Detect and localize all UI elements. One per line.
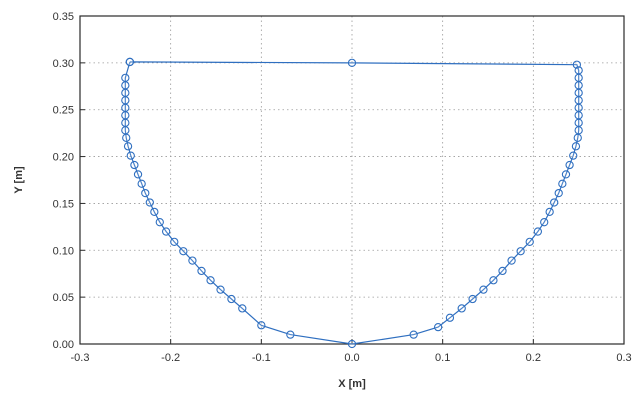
- data-point: [573, 133, 582, 142]
- x-tick-label: 0.1: [435, 352, 450, 364]
- data-point: [133, 170, 143, 179]
- data-point: [188, 256, 197, 265]
- grid: [80, 16, 624, 344]
- data-point: [170, 237, 179, 247]
- data-point: [445, 313, 455, 322]
- trajectory-line: [124, 61, 580, 345]
- data-point: [468, 294, 477, 304]
- y-tick-label: 0.30: [53, 58, 74, 70]
- data-point: [433, 322, 443, 332]
- data-point: [123, 142, 133, 151]
- y-tick-label: 0.20: [53, 152, 74, 164]
- data-point: [569, 151, 578, 160]
- data-point: [227, 294, 236, 304]
- axis-ticks: -0.3 -0.2 -0.1 0.0 0.1 0.2 0.3 0.00 0.05 0.10 0.15…: [53, 11, 632, 364]
- data-point: [565, 160, 574, 170]
- x-tick-label: -0.2: [161, 352, 180, 364]
- data-point: [574, 81, 583, 90]
- data-point: [540, 218, 549, 227]
- data-point: [507, 256, 516, 265]
- data-point: [489, 276, 498, 285]
- data-point: [161, 227, 171, 236]
- x-tick-label: 0.3: [616, 352, 631, 364]
- data-point: [571, 142, 581, 151]
- x-tick-label: 0.0: [344, 352, 359, 364]
- data-point: [121, 96, 130, 105]
- data-point: [554, 188, 563, 198]
- data-point: [409, 330, 418, 339]
- data-point: [197, 266, 206, 276]
- y-tick-label: 0.25: [53, 105, 74, 117]
- data-point: [516, 247, 525, 256]
- y-tick-label: 0.15: [53, 198, 74, 210]
- data-point: [216, 285, 225, 294]
- data-point: [574, 96, 583, 105]
- data-point: [121, 103, 130, 112]
- x-tick-label: -0.3: [71, 352, 90, 364]
- data-point: [257, 321, 266, 330]
- series: [121, 57, 583, 349]
- data-point: [121, 111, 130, 120]
- y-axis-label: Y [m]: [13, 166, 25, 194]
- data-point: [179, 247, 188, 256]
- data-point: [574, 126, 583, 135]
- data-point: [155, 218, 164, 227]
- x-tick-label: -0.1: [252, 352, 271, 364]
- data-point: [121, 73, 130, 83]
- data-point: [533, 227, 543, 236]
- data-point: [498, 266, 507, 276]
- data-point: [574, 66, 583, 75]
- data-point: [130, 160, 139, 170]
- data-point: [347, 58, 357, 68]
- data-point: [525, 237, 534, 247]
- data-point: [238, 304, 247, 313]
- x-axis-label: X [m]: [338, 378, 366, 390]
- data-point: [126, 151, 135, 160]
- y-tick-label: 0.00: [53, 339, 74, 351]
- data-point: [574, 73, 583, 83]
- data-point: [145, 198, 154, 207]
- data-point: [574, 88, 583, 97]
- data-point: [558, 179, 567, 188]
- data-point: [574, 118, 583, 127]
- data-point: [550, 198, 559, 207]
- y-tick-label: 0.05: [53, 292, 74, 304]
- data-point: [286, 330, 295, 339]
- data-point: [122, 133, 131, 142]
- y-tick-label: 0.35: [53, 11, 74, 23]
- data-point: [206, 276, 215, 285]
- data-point: [545, 207, 554, 217]
- data-point: [121, 118, 130, 127]
- data-point: [121, 81, 130, 90]
- data-point: [561, 170, 571, 179]
- x-tick-label: 0.2: [526, 352, 541, 364]
- data-point: [479, 285, 488, 294]
- data-point: [574, 111, 583, 120]
- data-point: [121, 126, 130, 135]
- data-point: [574, 103, 583, 112]
- data-point: [137, 179, 146, 188]
- data-point: [141, 188, 150, 198]
- data-point: [125, 57, 135, 67]
- data-point: [457, 304, 466, 313]
- y-tick-label: 0.10: [53, 245, 74, 257]
- data-point: [347, 339, 357, 349]
- data-point: [121, 88, 130, 97]
- data-point: [150, 207, 159, 217]
